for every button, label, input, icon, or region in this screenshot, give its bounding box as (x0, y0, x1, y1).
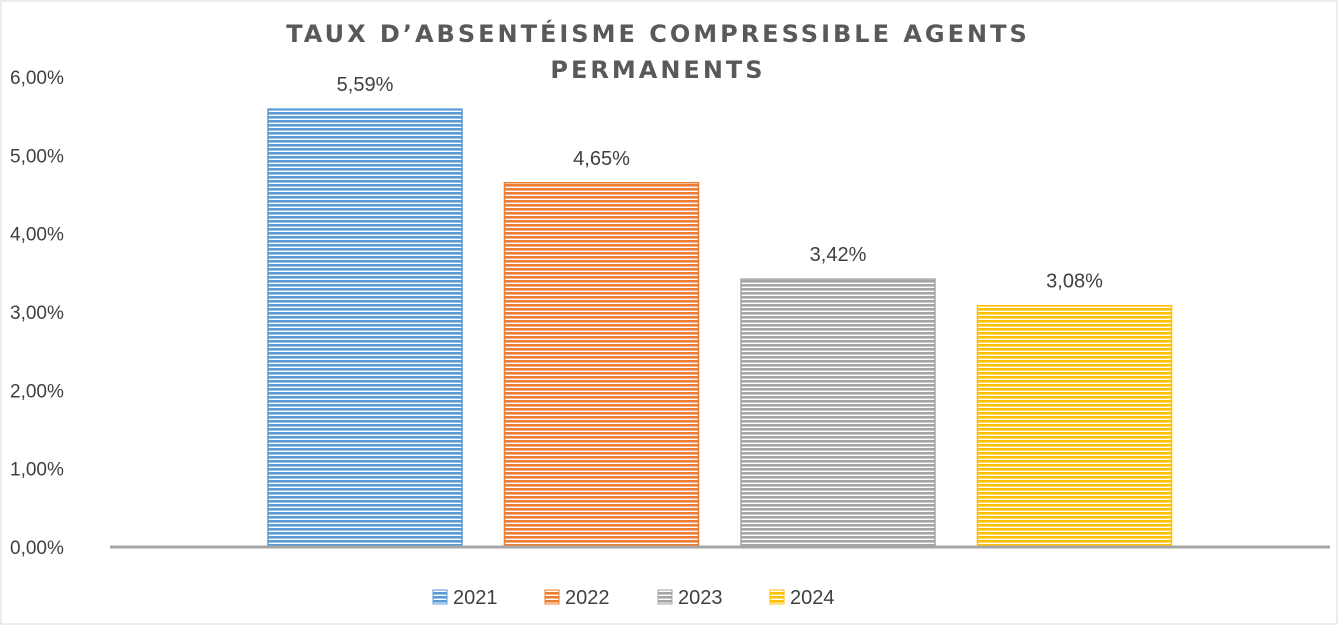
legend-swatch-2021 (432, 589, 448, 605)
chart-title-line-2: PERMANENTS (550, 56, 765, 84)
data-label-2023: 3,42% (810, 244, 867, 266)
y-tick-label: 5,00% (10, 146, 64, 167)
bar-2024 (976, 304, 1173, 548)
bar-2021 (267, 108, 463, 548)
legend-swatch-2024 (769, 589, 785, 605)
y-tick-label: 6,00% (10, 68, 64, 89)
legend-label-2021: 2021 (453, 587, 498, 609)
bar-2023 (740, 278, 936, 548)
legend-swatch-2022 (544, 589, 560, 605)
y-tick-label: 0,00% (10, 538, 64, 559)
legend-swatch-2023 (657, 589, 673, 605)
y-tick-label: 1,00% (10, 460, 64, 481)
y-tick-label: 4,00% (10, 225, 64, 246)
legend-label-2022: 2022 (565, 587, 610, 609)
data-label-2021: 5,59% (337, 74, 394, 96)
bars (267, 108, 1173, 548)
legend: 2021 2022 2023 2024 (432, 587, 835, 609)
data-label-2024: 3,08% (1046, 271, 1103, 293)
bar-2022 (503, 182, 700, 548)
y-tick-label: 2,00% (10, 381, 64, 402)
data-label-2022: 4,65% (573, 148, 630, 170)
data-labels: 5,59% 4,65% 3,42% 3,08% (337, 74, 1103, 293)
legend-label-2023: 2023 (678, 587, 723, 609)
y-axis-ticks: 0,00% 1,00% 2,00% 3,00% 4,00% 5,00% 6,00% (10, 68, 64, 559)
chart-title-line-1: TAUX D’ABSENTÉISME COMPRESSIBLE AGENTS (286, 19, 1030, 48)
y-tick-label: 3,00% (10, 303, 64, 324)
legend-label-2024: 2024 (790, 587, 835, 609)
